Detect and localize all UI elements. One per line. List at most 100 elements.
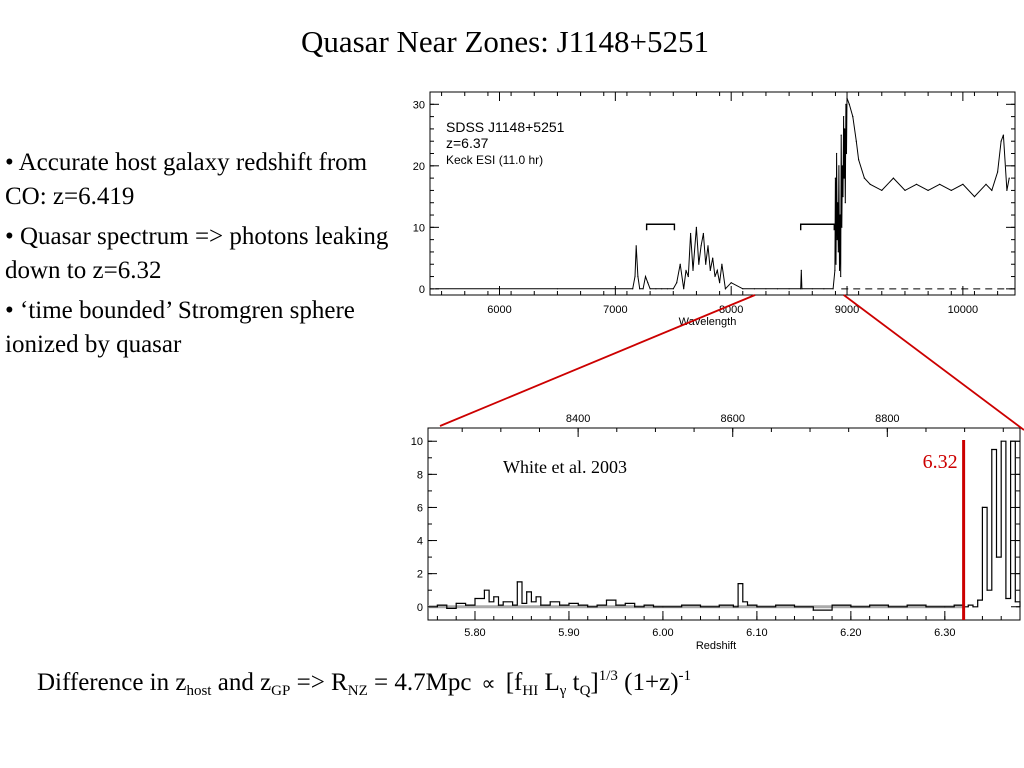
redshift-spectrum-point [944,606,946,608]
spectrum-point [700,245,702,247]
spectrum-point [838,269,841,271]
zoom-connector-left [439,294,756,427]
redshift-spectrum-point [526,591,528,593]
redshift-spectrum-point [605,599,608,601]
spectrum-point [644,275,647,278]
near-zone-equation: Difference in zhost and zGP => RNZ = 4.7… [37,668,691,700]
redshift-spectrum-point [831,604,833,606]
redshift-spectrum-point [530,601,533,603]
spectrum-point [709,269,711,271]
spectrum-point [858,159,860,161]
redshift-spectrum-point [732,606,735,608]
spectrum-point [714,275,716,278]
bullet-host-redshift: • Accurate host galaxy redshift from CO:… [5,149,368,210]
spectrum-point [719,282,721,284]
x-tick-label: 9000 [835,304,859,316]
y-tick-label: 10 [411,436,423,448]
spectrum-annotation-line: Keck ESI (11.0 hr) [446,153,543,167]
y-tick-label: 10 [413,222,425,234]
y-tick-label: 8 [417,469,423,481]
redshift-spectrum-point [634,606,636,608]
redshift-spectrum-point [516,581,518,583]
eq-part: Difference in z [37,669,187,696]
eq-sub-hi: HI [522,683,539,699]
redshift-spectrum-point [483,589,485,591]
eq-sub-q: Q [579,683,591,699]
spectrum-point [845,103,847,105]
x-tick-label: 10000 [948,304,979,316]
spectrum-point [634,275,636,278]
eq-part: [f [505,669,523,696]
redshift-spectrum-point [1014,601,1016,603]
redshift-spectrum-point [446,607,448,610]
spectrum-point [852,116,854,118]
y-tick-label: 20 [413,161,425,173]
redshift-spectrum-point [455,602,457,605]
plot-frame [429,91,1016,296]
redshift-spectrum-point [540,604,542,606]
spectrum-point [556,288,559,290]
redshift-spectrum-point [535,596,537,598]
redshift-spectrum-point [869,604,871,606]
spectrum-point [800,288,802,290]
zoom-connector-right [843,294,1024,431]
top-axis-tick-label: 8800 [875,413,899,425]
spectrum-point [683,288,685,290]
redshift-spectrum-point [1019,606,1021,608]
spectrum-point [837,202,839,204]
redshift-spectrum-point [577,604,579,606]
eq-sub-gp: GP [271,683,291,699]
bullet-stromgren: • ‘time bounded’ Stromgren sphere ionize… [5,297,355,358]
spectrum-point [1000,140,1002,142]
spectrum-point [647,282,649,284]
redshift-spectrum-point [624,602,626,605]
spectrum-point [687,275,689,278]
spectrum-point [855,140,857,142]
spectrum-point [869,183,871,185]
spectrum-point [666,288,669,290]
x-tick-label: 6000 [487,304,511,316]
spectrum-point [1006,189,1008,191]
spectrum-point [840,275,842,278]
y-tick-label: 2 [417,569,423,581]
spectrum-point [1002,134,1005,136]
spectrum-point [800,269,802,271]
spectrum-point [765,288,767,290]
spectrum-point [881,189,883,191]
redshift-spectrum-point [718,604,720,606]
eq-part: = 4.7Mpc [367,669,472,696]
spectrum-point [753,288,756,290]
spectrum-point [661,288,663,290]
spectrum-point [685,269,687,271]
spectrum-point [707,245,709,247]
spectrum-point [742,288,744,290]
redshift-spectrum-point [549,601,551,603]
spectrum-point [788,288,790,290]
spectrum-point [698,263,700,265]
spectrum-point [823,288,825,290]
redshift-spectrum-point [977,599,979,601]
x-tick-label: 6.00 [652,627,673,639]
eq-part: => R [290,669,348,696]
redshift-spectrum-point [746,604,749,606]
spectrum-point [848,103,850,105]
spectrum-point [801,288,803,290]
spectrum-point [997,171,999,173]
redshift-spectrum-point [972,606,974,608]
redshift-zoom-chart: 5.80 5.90 6.00 6.10 6.20 6.30 0 2 4 6 8 10 8400 8600 8… [411,413,1021,652]
spectrum-point [950,189,952,191]
redshift-spectrum-point [488,601,490,603]
spectrum-point [863,177,866,179]
spectrum-chart: 6000 7000 8000 9000 100000102030WavelengthSD… [413,91,1016,328]
x-tick-label: 6.10 [746,627,767,639]
spectrum-point [834,177,837,179]
spectrum-point [498,288,501,290]
spectrum-point [811,288,813,290]
spectrum-point [695,226,698,228]
spectrum-point [844,202,846,204]
redshift-spectrum-point [427,606,429,608]
redshift-spectrum-point [521,602,523,605]
spectrum-point [672,288,674,290]
y-tick-label: 6 [417,502,423,514]
